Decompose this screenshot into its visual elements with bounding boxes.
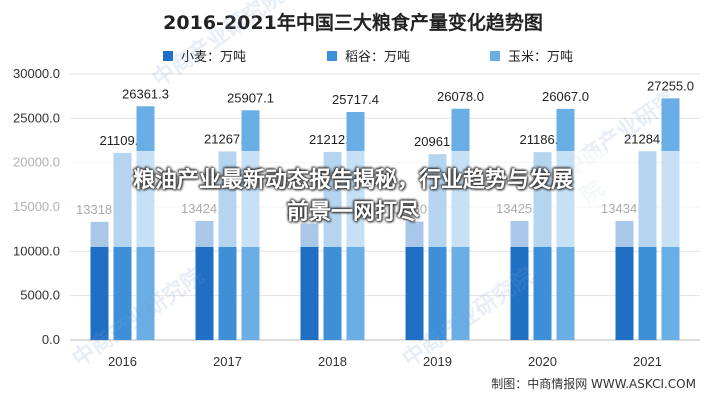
data-label: 21186.0 xyxy=(519,132,565,147)
data-label: 26361.3 xyxy=(122,86,169,101)
y-tick-label: 10000.0 xyxy=(13,243,60,258)
bar xyxy=(405,221,424,340)
headline-line-2: 前景一网打尽 xyxy=(286,200,419,225)
headline-overlay: 粮油产业最新动态报告揭秘，行业趋势与发展 前景一网打尽 xyxy=(0,151,706,247)
x-tick-label: 2019 xyxy=(423,354,452,369)
headline-text: 粮油产业最新动态报告揭秘，行业趋势与发展 前景一网打尽 xyxy=(0,165,706,229)
bar xyxy=(90,221,109,340)
data-label: 21267.6 xyxy=(204,131,251,146)
y-tick-label: 25000.0 xyxy=(13,110,60,125)
data-label: 21109.4 xyxy=(99,133,145,148)
data-label: 25907.1 xyxy=(227,90,274,105)
legend-label-rice: 稻谷：万吨 xyxy=(345,50,411,65)
legend-item-corn: 玉米：万吨 xyxy=(490,46,573,65)
x-tick-label: 2016 xyxy=(108,354,137,369)
data-label: 26078.0 xyxy=(437,89,484,104)
data-label: 21284.3 xyxy=(624,131,671,146)
bar xyxy=(510,220,529,340)
source-credit: 制图：中商情报网 WWW.ASKCI.COM xyxy=(491,377,696,391)
chart-legend: 小麦：万吨 稻谷：万吨 玉米：万吨 xyxy=(0,46,706,66)
legend-label-wheat: 小麦：万吨 xyxy=(181,50,247,65)
chart-title: 2016-2021年中国三大粮食产量变化趋势图 xyxy=(163,12,543,34)
y-tick-label: 0.0 xyxy=(42,332,60,347)
headline-line-1: 粮油产业最新动态报告揭秘，行业趋势与发展 xyxy=(132,168,573,193)
legend-swatch-rice xyxy=(327,50,337,61)
x-tick-label: 2020 xyxy=(528,354,557,369)
x-tick-label: 2017 xyxy=(213,354,242,369)
bar xyxy=(195,220,214,340)
legend-item-wheat: 小麦：万吨 xyxy=(163,46,246,65)
x-tick-label: 2018 xyxy=(318,354,347,369)
y-tick-label: 30000.0 xyxy=(13,66,60,81)
data-label: 20961.4 xyxy=(414,134,461,149)
bar xyxy=(300,223,319,340)
legend-label-corn: 玉米：万吨 xyxy=(508,50,574,65)
data-label: 26067.0 xyxy=(542,89,589,104)
data-label: 27255.0 xyxy=(647,78,694,93)
y-tick-label: 5000.0 xyxy=(20,288,60,303)
legend-item-rice: 稻谷：万吨 xyxy=(327,46,410,65)
legend-swatch-wheat xyxy=(163,50,173,61)
bar xyxy=(615,220,634,340)
x-tick-label: 2021 xyxy=(633,354,662,369)
data-label: 21212.9 xyxy=(309,132,356,147)
data-label: 25717.4 xyxy=(332,92,379,107)
legend-swatch-corn xyxy=(490,50,500,61)
